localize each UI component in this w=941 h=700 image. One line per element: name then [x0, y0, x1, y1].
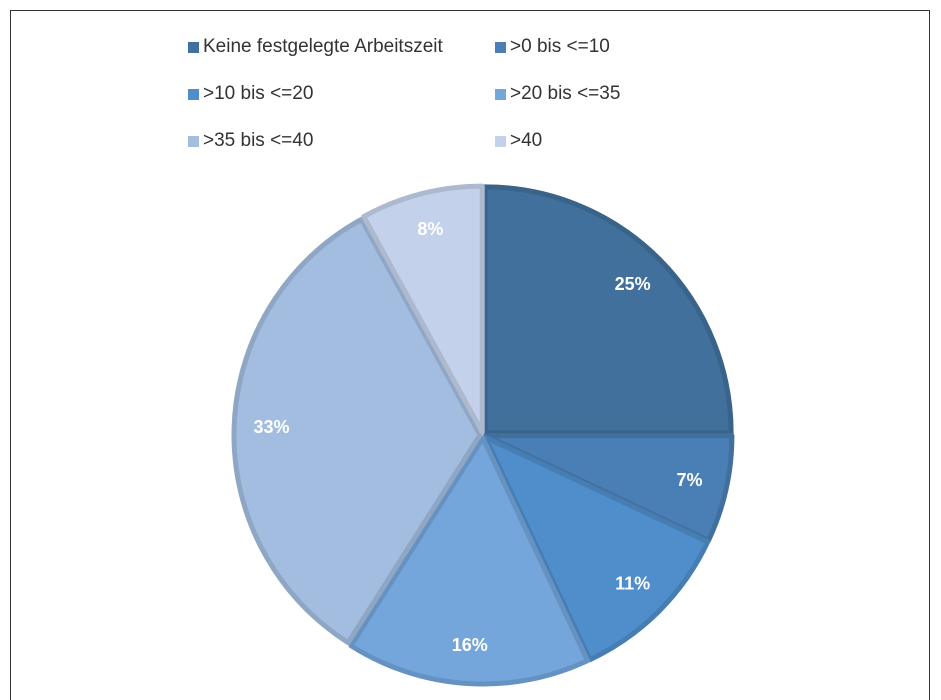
legend-label: Keine festgelegte Arbeitszeit [203, 36, 443, 57]
pie-slice [361, 183, 485, 435]
legend-label: >10 bis <=20 [203, 83, 313, 104]
legend-label: >35 bis <=40 [203, 130, 313, 151]
legend-swatch [495, 136, 506, 147]
pie-slice [231, 216, 483, 646]
data-label: 25% [615, 274, 651, 294]
legend-label: >20 bis <=35 [510, 83, 620, 104]
legend-swatch [188, 136, 199, 147]
legend-label: >0 bis <=10 [510, 36, 610, 57]
pie-slice [482, 184, 734, 436]
legend-swatch [495, 42, 506, 53]
legend-swatch [188, 42, 199, 53]
legend-swatch [188, 89, 199, 100]
data-label: 11% [615, 573, 650, 593]
pie-slice [348, 435, 591, 687]
data-label: 7% [676, 470, 702, 490]
data-label: 33% [254, 417, 290, 437]
pie-slice [482, 434, 711, 663]
data-label: 16% [452, 635, 488, 655]
legend-label: >40 [510, 130, 542, 151]
data-label: 8% [417, 219, 443, 239]
pie-slice [483, 433, 735, 543]
legend-swatch [495, 89, 506, 100]
